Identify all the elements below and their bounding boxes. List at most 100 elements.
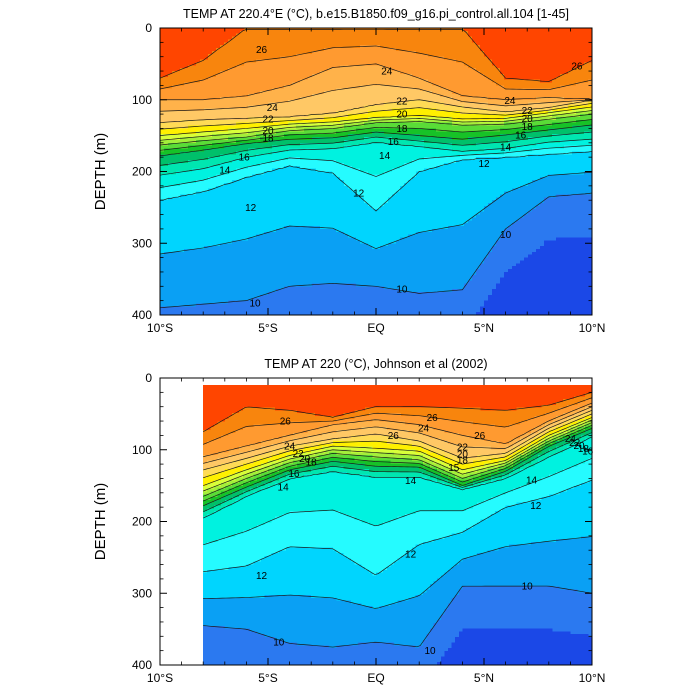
isotherm-20 [203, 417, 592, 486]
contour-label: 18 [522, 122, 534, 133]
isotherm-25 [160, 45, 592, 91]
contour-label: 26 [388, 431, 400, 442]
contour-lines [160, 28, 592, 309]
contour-label: 10 [424, 646, 436, 657]
isotherm-13 [203, 458, 592, 546]
contour-label: 20 [299, 454, 311, 465]
isotherm-10 [160, 192, 592, 309]
contour-label: 26 [427, 413, 439, 424]
x-tick-label: 10°S [147, 321, 173, 335]
chart-title: TEMP AT 220 (°C), Johnson et al (2002) [264, 357, 487, 371]
contour-label: 16 [388, 137, 400, 148]
isotherm-16 [160, 124, 592, 157]
contour-label: 26 [280, 417, 292, 428]
isotherm-18 [160, 113, 592, 146]
contour-label: 12 [353, 189, 365, 200]
contour-label: 20 [573, 441, 585, 452]
isotherm-20 [160, 106, 592, 136]
contour-label: 10 [396, 285, 408, 296]
contour-label: 15 [448, 463, 460, 474]
contour-label: 20 [262, 126, 274, 137]
isotherm-22 [160, 99, 592, 124]
isotherm-24 [203, 402, 592, 458]
x-tick-label: EQ [367, 321, 384, 335]
y-axis-label: DEPTH (m) [92, 483, 109, 561]
isotherm-11 [203, 536, 592, 609]
isotherm-23 [160, 83, 592, 112]
contour-label: 18 [578, 444, 590, 455]
isotherm-23 [203, 406, 592, 464]
isotherm-24 [160, 63, 592, 101]
panel-2: TEMP AT 220 (°C), Johnson et al (2002) 26… [92, 357, 605, 685]
x-tick-label: 10°N [579, 321, 606, 335]
contour-label: 12 [405, 549, 417, 560]
contour-label: 16 [288, 469, 300, 480]
isotherm-25 [203, 397, 592, 445]
isotherm-16 [203, 427, 592, 507]
y-tick-label: 300 [132, 236, 152, 250]
y-axis-label: DEPTH (m) [92, 133, 109, 211]
isotherm-17 [160, 119, 592, 151]
contour-label: 22 [522, 106, 534, 117]
contour-label: 18 [306, 457, 318, 468]
y-tick-label: 400 [132, 308, 152, 322]
isotherm-12 [203, 479, 592, 575]
contour-label: 22 [262, 115, 274, 126]
contour-label: 20 [396, 110, 408, 121]
isotherm-21 [160, 102, 592, 130]
contour-label: 16 [515, 130, 527, 141]
x-tick-label: 10°S [147, 671, 173, 685]
contour-label: 10 [273, 638, 285, 649]
isotherm-15 [203, 432, 592, 513]
contour-label: 14 [526, 475, 538, 486]
contour-label: 24 [418, 424, 430, 435]
isotherm-10 [203, 585, 592, 648]
contour-label: 24 [565, 434, 577, 445]
x-tick-label: EQ [367, 671, 384, 685]
isotherm-11 [160, 171, 592, 255]
contour-label: 26 [571, 62, 583, 73]
y-tick-label: 300 [132, 586, 152, 600]
contour-label: 14 [500, 143, 512, 154]
x-tick-label: 5°S [258, 321, 277, 335]
contour-label: 24 [504, 96, 516, 107]
contour-label: 24 [267, 103, 279, 114]
y-tick-label: 200 [132, 165, 152, 179]
contour-label: 14 [278, 483, 290, 494]
contour-label: 24 [284, 442, 296, 453]
contour-label: 10 [249, 298, 261, 309]
contour-label: 18 [262, 133, 274, 144]
y-tick-label: 400 [132, 658, 152, 672]
contour-label: 12 [478, 159, 490, 170]
contour-label: 12 [245, 203, 257, 214]
contour-label: 22 [293, 449, 305, 460]
y-tick-label: 0 [145, 371, 152, 385]
y-tick-label: 100 [132, 443, 152, 457]
contour-label: 26 [256, 45, 268, 56]
panel-1: TEMP AT 220.4°E (°C), b.e15.B1850.f09_g1… [92, 7, 605, 335]
isotherm-19 [203, 419, 592, 492]
isotherm-26 [203, 392, 592, 432]
x-tick-label: 5°N [474, 671, 494, 685]
isotherm-19 [160, 110, 592, 141]
contour-label: 12 [256, 571, 268, 582]
contour-label: 14 [379, 151, 391, 162]
temperature-field [203, 385, 592, 665]
contour-label: 18 [457, 455, 469, 466]
isotherm-12 [160, 151, 592, 212]
y-tick-label: 200 [132, 515, 152, 529]
isotherm-13 [160, 144, 592, 188]
contour-label: 18 [396, 124, 408, 135]
chart-title: TEMP AT 220.4°E (°C), b.e15.B1850.f09_g1… [183, 7, 569, 21]
isotherm-22 [203, 409, 592, 471]
contour-label: 20 [457, 450, 469, 461]
isotherm-14 [160, 138, 592, 176]
contour-lines [203, 392, 592, 648]
x-tick-label: 10°N [579, 671, 606, 685]
contour-label: 10 [500, 230, 512, 241]
isotherm-17 [203, 425, 592, 502]
contour-label: 22 [396, 97, 408, 108]
contour-label: 24 [381, 67, 393, 78]
isotherm-21 [203, 413, 592, 479]
